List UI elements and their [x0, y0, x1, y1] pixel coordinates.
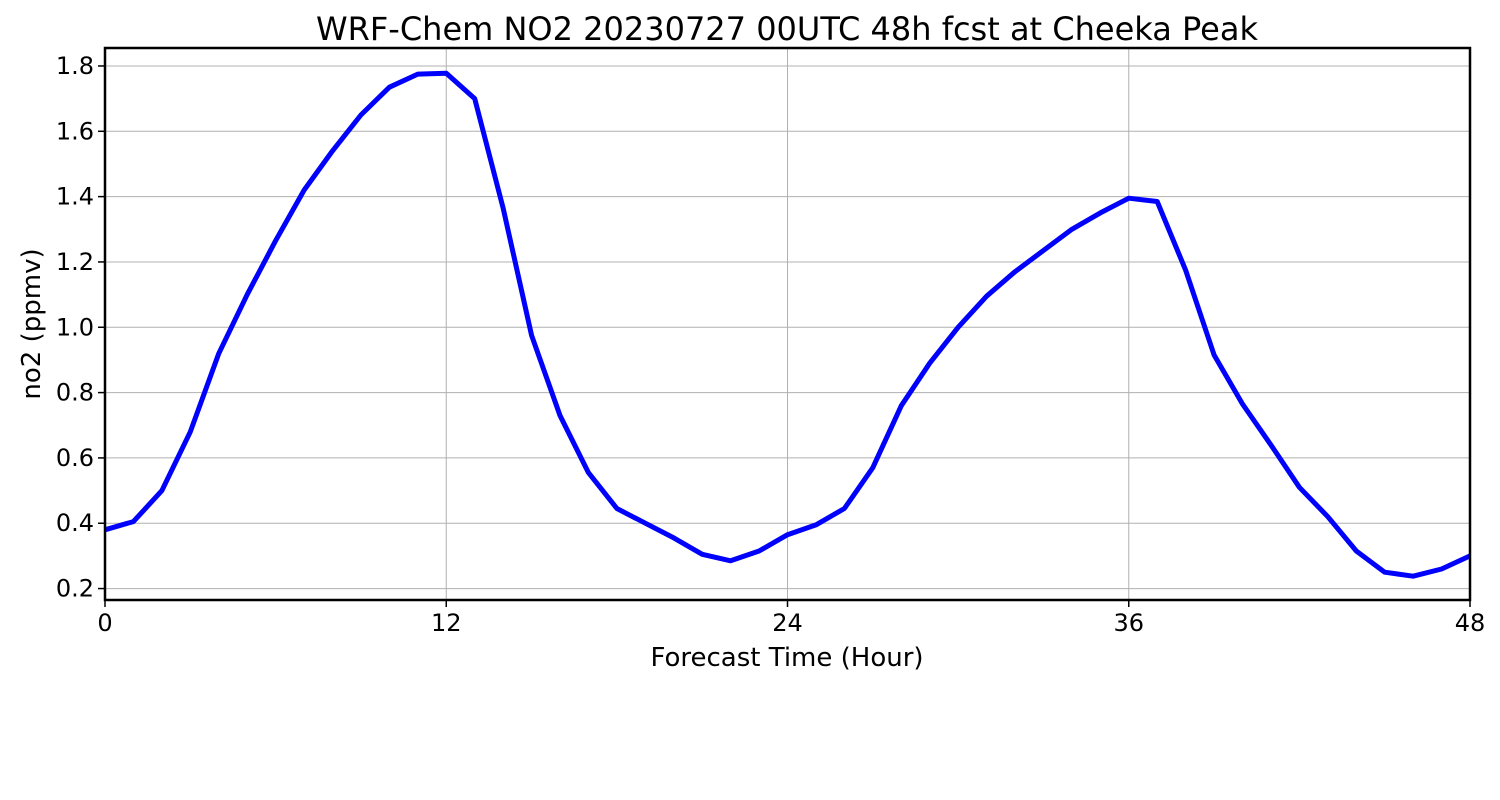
grid: [104, 48, 1471, 600]
y-tick-label: 0.6: [56, 444, 94, 472]
y-tick-label: 0.8: [56, 379, 94, 407]
x-axis-title: Forecast Time (Hour): [650, 643, 923, 673]
y-axis-title: no2 (ppmv): [17, 248, 47, 399]
chart-title: WRF-Chem NO2 20230727 00UTC 48h fcst at …: [316, 10, 1258, 48]
y-tick-label: 0.4: [56, 509, 94, 537]
x-tick-label: 12: [431, 609, 462, 637]
y-tick-label: 1.2: [56, 248, 94, 276]
series-layer: [104, 70, 1472, 579]
ticks: 0 12 24 36 48 0.2 0.4 0.6 0.8 1.0 1.2 1.4 1.6 1.8: [56, 52, 1485, 637]
x-tick-label: 48: [1455, 609, 1486, 637]
y-tick-label: 0.2: [56, 575, 94, 603]
y-tick-label: 1.0: [56, 313, 94, 341]
x-tick-label: 0: [97, 609, 112, 637]
y-tick-label: 1.8: [56, 52, 94, 80]
y-tick-label: 1.6: [56, 117, 94, 145]
x-tick-label: 36: [1113, 609, 1144, 637]
y-tick-label: 1.4: [56, 183, 94, 211]
series-line: [104, 70, 1472, 579]
x-tick-label: 24: [772, 609, 803, 637]
